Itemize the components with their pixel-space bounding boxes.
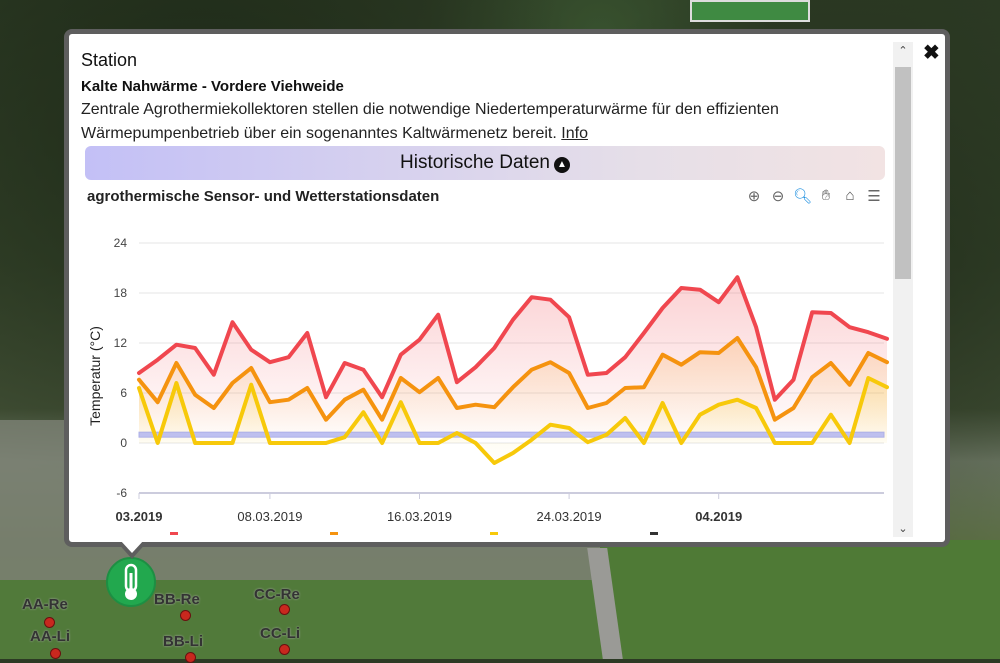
y-tick-label: 6: [120, 386, 127, 400]
map-stadium: [690, 0, 810, 22]
info-link[interactable]: Info: [561, 125, 588, 142]
station-description: Zentrale Agrothermiekollektoren stellen …: [81, 98, 891, 146]
history-button-label: Historische Daten: [400, 152, 550, 173]
station-popup: Station Kalte Nahwärme - Vordere Viehwei…: [64, 29, 950, 547]
map-label-aa-re: AA-Re: [22, 596, 68, 613]
sensor-dot-cc-li[interactable]: [279, 644, 290, 655]
x-tick-label: 03.2019: [116, 509, 163, 524]
station-name: Kalte Nahwärme - Vordere Viehweide: [81, 78, 344, 95]
scrollbar-thumb[interactable]: [895, 67, 911, 279]
chevron-up-icon: ▲: [553, 157, 570, 173]
y-tick-label: 18: [114, 286, 128, 300]
y-tick-label: -6: [116, 486, 127, 500]
menu-icon[interactable]: ☰: [867, 188, 881, 205]
close-icon[interactable]: ✖: [923, 42, 940, 64]
sensor-dot-bb-re[interactable]: [180, 610, 191, 621]
x-tick-label: 16.03.2019: [387, 509, 452, 524]
sensor-dot-cc-re[interactable]: [279, 604, 290, 615]
station-marker[interactable]: [106, 557, 156, 607]
y-tick-label: 12: [114, 336, 128, 350]
x-tick-label: 24.03.2019: [537, 509, 602, 524]
y-tick-label: 24: [114, 236, 128, 250]
y-tick-label: 0: [120, 436, 127, 450]
scroll-up-arrow[interactable]: ⌃: [898, 45, 908, 57]
map-label-bb-re: BB-Re: [154, 591, 200, 608]
plot-band: [138, 431, 885, 438]
legend-marker: [170, 532, 178, 535]
series-line-3: [137, 376, 889, 465]
sensor-dot-aa-li[interactable]: [50, 648, 61, 659]
map-field: [0, 580, 600, 659]
historische-daten-button[interactable]: Historische Daten ▲: [85, 146, 885, 180]
zoom-select-icon[interactable]: 🔍︎: [793, 188, 813, 205]
x-tick-label: 04.2019: [695, 509, 742, 524]
map-label-aa-li: AA-Li: [30, 628, 70, 645]
legend-marker: [490, 532, 498, 535]
description-text: Zentrale Agrothermiekollektoren stellen …: [81, 101, 779, 142]
thermometer-icon: [124, 563, 138, 600]
map-field: [600, 540, 1000, 659]
scroll-down-arrow[interactable]: ⌄: [898, 523, 908, 535]
sensor-dot-bb-li[interactable]: [185, 652, 196, 663]
map-label-cc-li: CC-Li: [260, 625, 300, 642]
zoom-in-icon[interactable]: ⊕: [747, 188, 761, 205]
home-icon[interactable]: ⌂: [845, 187, 855, 204]
temperature-chart: Temperatur (°C) 24 18 12 6 0 -6 03.2019 08.03.2…: [87, 236, 889, 535]
series-line-2: [137, 336, 889, 422]
popup-title: Station: [81, 50, 138, 70]
sensor-dot-aa-re[interactable]: [44, 617, 55, 628]
legend-marker: [330, 532, 338, 535]
chart-toolbar: ⊕ ⊖ 🔍︎ ✋︎ ⌂ ☰: [745, 187, 883, 205]
popup-scrollbar[interactable]: ⌃ ⌄: [893, 42, 913, 537]
popup-tail-inner: [120, 540, 144, 553]
chart-title: agrothermische Sensor- und Wetterstation…: [87, 188, 440, 205]
pan-hand-icon[interactable]: ✋︎: [821, 187, 831, 204]
y-axis-title: Temperatur (°C): [87, 326, 103, 426]
legend-marker: [650, 532, 658, 535]
map-label-bb-li: BB-Li: [163, 633, 203, 650]
series-area-3: [139, 378, 887, 463]
zoom-out-icon[interactable]: ⊖: [771, 188, 785, 205]
x-tick-label: 08.03.2019: [237, 509, 302, 524]
map-label-cc-re: CC-Re: [254, 586, 300, 603]
series-line-1: [137, 275, 889, 402]
